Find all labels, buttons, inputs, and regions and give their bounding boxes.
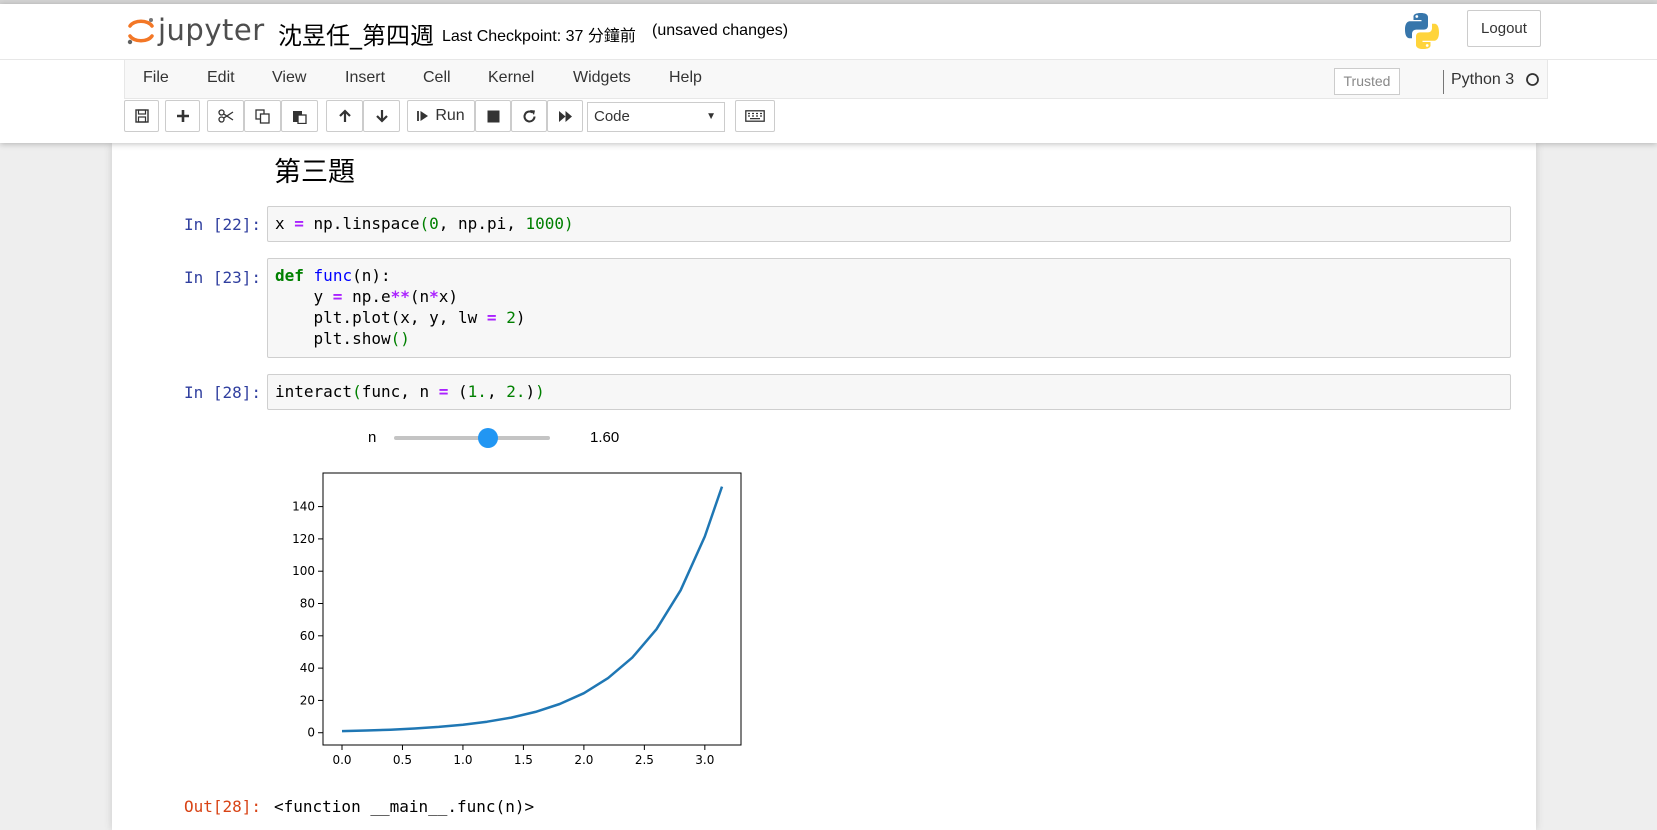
- menu-view[interactable]: View: [272, 69, 307, 86]
- y-tick-label: 20: [300, 693, 315, 707]
- move-up-button[interactable]: [326, 100, 363, 132]
- code-cell-28[interactable]: interact(func, n = (1., 2.)): [267, 374, 1511, 410]
- slider-readout[interactable]: 1.60: [590, 429, 620, 446]
- arrow-down-icon: [375, 110, 388, 123]
- move-down-button[interactable]: [363, 100, 400, 132]
- x-tick-label: 0.0: [332, 753, 351, 767]
- paste-button[interactable]: [281, 100, 318, 132]
- command-palette-button[interactable]: [735, 100, 775, 132]
- y-tick-label: 100: [292, 564, 315, 578]
- run-button[interactable]: Run: [407, 100, 475, 132]
- menu-help[interactable]: Help: [669, 69, 702, 86]
- cell-prompt: In [23]:: [183, 268, 261, 287]
- slider-label: n: [368, 429, 377, 446]
- y-tick-label: 80: [300, 597, 315, 611]
- copy-button[interactable]: [244, 100, 281, 132]
- kernel-idle-icon: [1526, 73, 1539, 86]
- trusted-indicator[interactable]: Trusted: [1334, 68, 1400, 95]
- menu-kernel[interactable]: Kernel: [488, 69, 535, 86]
- cut-button[interactable]: [207, 100, 244, 132]
- notebook-header: jupyter 沈昱任_第四週 Last Checkpoint: 37 分鐘前 …: [0, 4, 1657, 143]
- x-tick-label: 3.0: [695, 753, 714, 767]
- plot-frame: [322, 472, 742, 746]
- x-tick-label: 1.5: [514, 753, 533, 767]
- cell-type-select[interactable]: Code ▼: [587, 102, 725, 132]
- run-label: Run: [435, 107, 465, 124]
- notebook-title[interactable]: 沈昱任_第四週: [278, 22, 434, 50]
- plus-icon: [176, 110, 189, 122]
- x-tick-label: 0.5: [393, 753, 412, 767]
- python-logo-icon: [1405, 13, 1439, 49]
- top-border: [0, 0, 1657, 4]
- fast-forward-icon: [558, 110, 572, 122]
- logo-text: jupyter: [158, 13, 265, 47]
- insert-cell-button[interactable]: [165, 100, 200, 132]
- arrow-up-icon: [338, 109, 351, 122]
- interrupt-button[interactable]: [475, 100, 511, 132]
- code-cell-23[interactable]: def func(n): y = np.e**(n*x) plt.plot(x,…: [267, 258, 1511, 358]
- markdown-heading[interactable]: 第三題: [274, 157, 355, 188]
- restart-button[interactable]: [511, 100, 547, 132]
- menu-widgets[interactable]: Widgets: [573, 69, 631, 86]
- jupyter-logo[interactable]: jupyter: [126, 13, 266, 50]
- kernel-divider: [1443, 70, 1444, 94]
- menu-edit[interactable]: Edit: [207, 69, 235, 86]
- x-tick-label: 2.5: [635, 753, 654, 767]
- line-chart: 0.0 0.5 1.0 1.5 2.0 2.5 3.0 0 20 40 60 80 100 120 140: [292, 472, 742, 767]
- restart-run-all-button[interactable]: [547, 100, 583, 132]
- y-tick-label: 40: [300, 661, 315, 675]
- x-tick-label: 1.0: [453, 753, 472, 767]
- logout-button[interactable]: Logout: [1467, 10, 1541, 47]
- code-cell-22[interactable]: x = np.linspace(0, np.pi, 1000): [267, 206, 1511, 242]
- series-line: [341, 486, 724, 733]
- y-tick-label: 120: [292, 532, 315, 546]
- kernel-name[interactable]: Python 3: [1451, 71, 1515, 88]
- stop-icon: [487, 110, 499, 122]
- cell-type-value: Code: [594, 108, 630, 125]
- cell-prompt: In [28]:: [183, 383, 261, 402]
- scissors-icon: [217, 109, 233, 123]
- x-tick-label: 2.0: [574, 753, 593, 767]
- slider-track[interactable]: [394, 436, 550, 440]
- menu-file[interactable]: File: [143, 69, 169, 86]
- refresh-icon: [523, 109, 535, 122]
- output-text: <function __main__.func(n)>: [274, 797, 535, 816]
- output-prompt: Out[28]:: [183, 797, 261, 816]
- y-tick-label: 60: [300, 629, 315, 643]
- last-checkpoint: Last Checkpoint: 37 分鐘前: [442, 28, 636, 45]
- slider-widget: n 1.60: [360, 426, 660, 450]
- y-tick-label: 0: [307, 726, 315, 740]
- menu-cell[interactable]: Cell: [423, 69, 451, 86]
- paste-icon: [293, 110, 307, 124]
- unsaved-changes: (unsaved changes): [652, 22, 789, 39]
- menu-bar: File Edit View Insert Cell Kernel Widget…: [124, 60, 1548, 99]
- copy-icon: [255, 108, 270, 124]
- plot-output: 0.0 0.5 1.0 1.5 2.0 2.5 3.0 0 20 40 60 80 100 120 140: [267, 460, 747, 780]
- cell-prompt: In [22]:: [183, 215, 261, 234]
- menu-insert[interactable]: Insert: [345, 69, 386, 86]
- save-button[interactable]: [124, 100, 159, 132]
- keyboard-icon: [745, 110, 765, 122]
- save-icon: [134, 109, 149, 123]
- y-tick-label: 140: [292, 500, 315, 514]
- header-bar: jupyter 沈昱任_第四週 Last Checkpoint: 37 分鐘前 …: [0, 4, 1657, 60]
- slider-handle[interactable]: [477, 428, 498, 448]
- step-forward-icon: [417, 111, 429, 121]
- jupyter-ring-icon: [127, 18, 154, 45]
- chevron-down-icon: ▼: [706, 111, 716, 122]
